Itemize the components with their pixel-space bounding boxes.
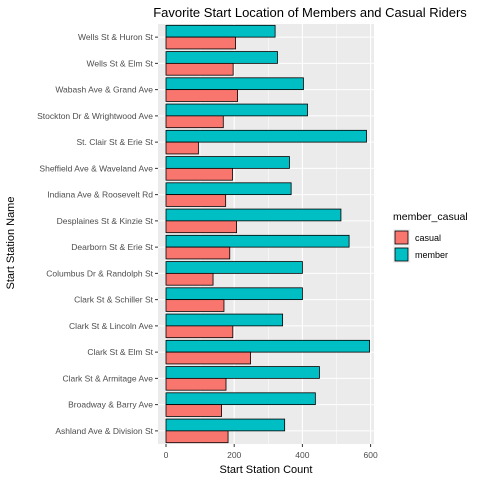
y-tick-label: Wells St & Huron St (78, 32, 154, 42)
y-tick-label: Sheffield Ave & Waveland Ave (39, 163, 153, 173)
bar-casual (165, 246, 231, 260)
x-tick-label: 0 (164, 450, 169, 460)
y-tick-label: Columbus Dr & Randolph St (46, 268, 153, 278)
y-tick-label: Stockton Dr & Wrightwood Ave (37, 111, 153, 121)
y-tick-label: Clark St & Elm St (87, 347, 153, 357)
bar-member (165, 261, 303, 274)
y-tick-label: Indiana Ave & Roosevelt Rd (47, 190, 153, 200)
y-tick-label: Wells St & Elm St (87, 58, 154, 68)
bar-member (165, 366, 320, 379)
bar-casual (165, 36, 236, 50)
bar-casual (165, 194, 227, 207)
x-tick-label: 400 (295, 450, 309, 460)
bar-member (165, 313, 284, 327)
y-tick-label: Wabash Ave & Grand Ave (55, 85, 153, 95)
bar-member (165, 24, 276, 38)
y-tick-label: Broadway & Barry Ave (68, 400, 153, 410)
y-tick-label: Desplaines St & Kinzie St (57, 216, 154, 226)
bar-casual (165, 115, 224, 129)
bar-casual (165, 404, 222, 417)
bar-casual (165, 325, 234, 339)
y-axis-title: Start Station Name (5, 197, 17, 290)
legend: member_casual casual member (393, 211, 468, 263)
bar-casual (165, 220, 237, 234)
x-axis-title: Start Station Count (220, 464, 313, 476)
y-tick-label: St. Clair St & Erie St (76, 137, 153, 147)
legend-label-member: member (415, 250, 448, 260)
bar-casual (165, 167, 233, 181)
x-tick-label: 600 (363, 450, 377, 460)
bar-member (165, 418, 286, 432)
bar-member (165, 234, 350, 248)
bar-casual (165, 299, 225, 312)
bar-member (165, 339, 370, 353)
bar-member (165, 392, 316, 406)
y-tick-label: Clark St & Lincoln Ave (69, 321, 153, 331)
bar-member (165, 77, 304, 91)
legend-label-casual: casual (415, 233, 441, 243)
bar-member (165, 182, 292, 196)
bar-member (165, 51, 278, 64)
bar-member (165, 287, 303, 301)
legend-title: member_casual (393, 211, 468, 223)
bar-casual (165, 62, 234, 76)
bar-casual (165, 377, 227, 391)
bar-member (165, 129, 367, 143)
bar-casual (165, 89, 239, 102)
bar-casual (165, 141, 199, 155)
bar-casual (165, 351, 251, 365)
chart-title: Favorite Start Location of Members and C… (153, 5, 467, 20)
y-tick-label: Clark St & Schiller St (74, 295, 154, 305)
bar-member (165, 208, 342, 222)
x-tick-label: 200 (227, 450, 241, 460)
bars-group (165, 24, 370, 444)
legend-swatch-casual (394, 230, 409, 245)
y-axis: Ashland Ave & Division St Broadway & Barr… (37, 32, 158, 436)
y-tick-label: Ashland Ave & Division St (55, 426, 153, 436)
y-tick-label: Dearborn St & Erie St (71, 242, 153, 252)
y-tick-label: Clark St & Armitage Ave (62, 373, 153, 383)
bar-member (165, 156, 290, 169)
bar-casual (165, 430, 229, 444)
legend-swatch-member (394, 247, 409, 262)
bar-casual (165, 272, 214, 286)
x-axis: 0 200 400 600 (164, 444, 378, 460)
bar-member (165, 103, 308, 117)
